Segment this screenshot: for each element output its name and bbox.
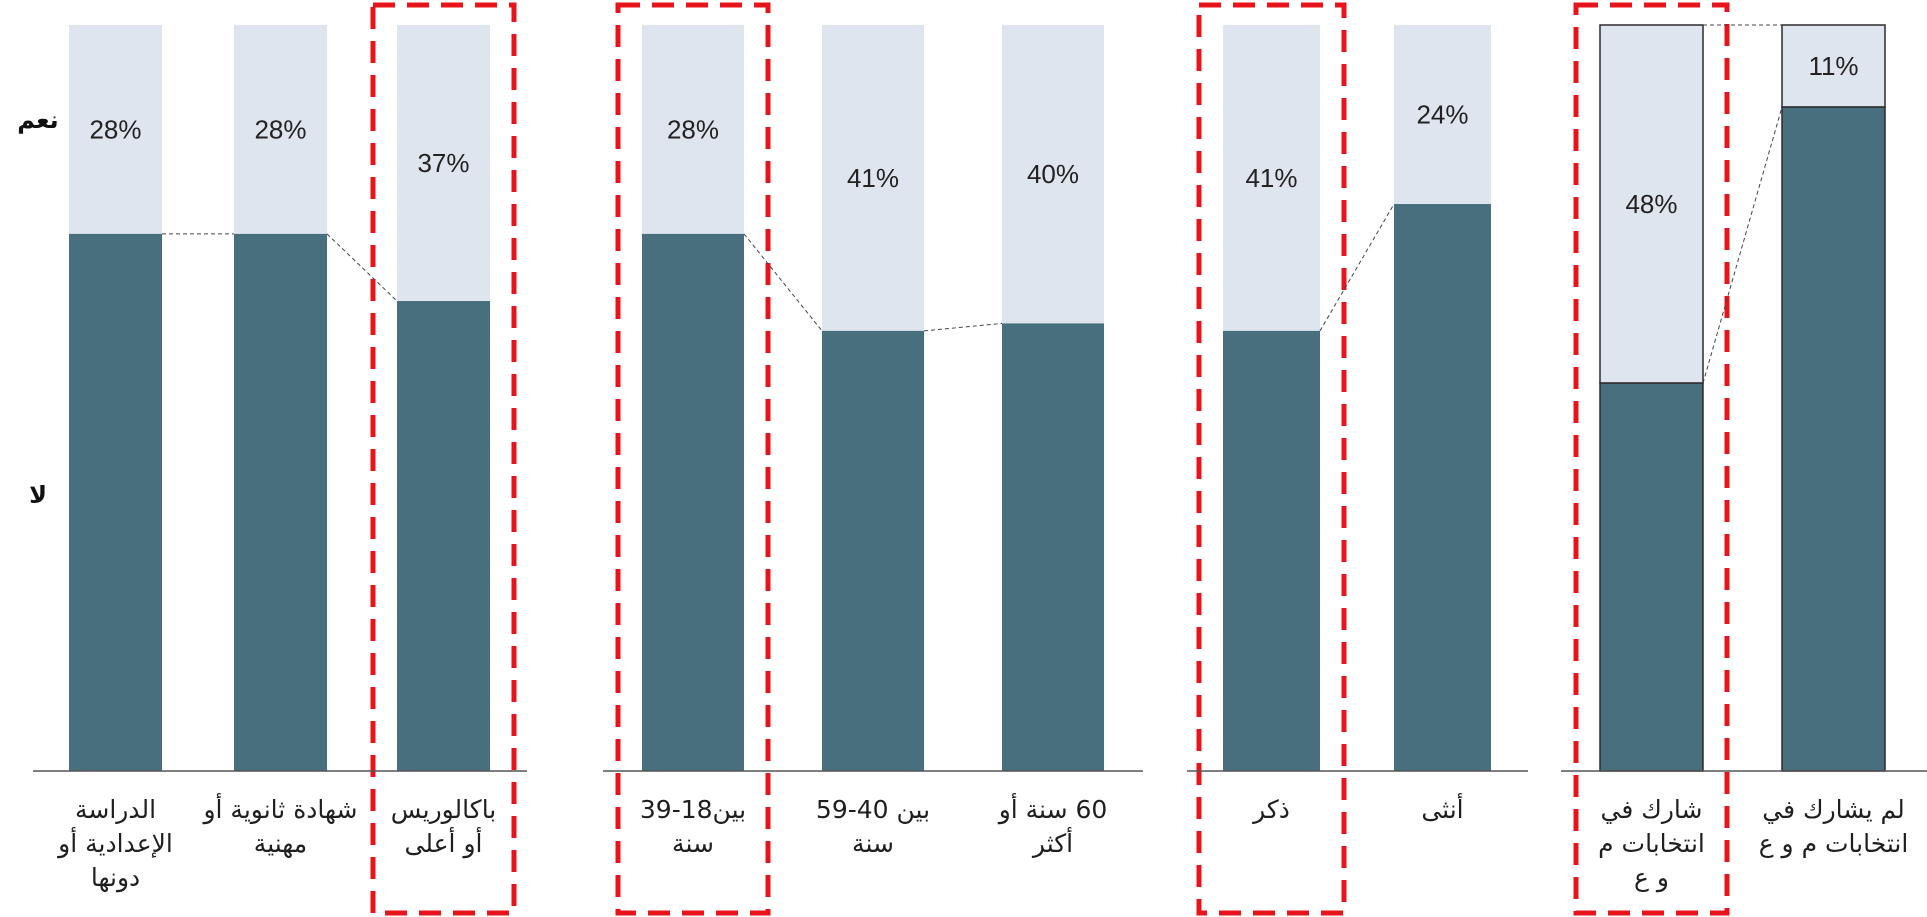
bar-segment-no xyxy=(1599,382,1704,772)
highlight-box xyxy=(1196,2,1347,916)
category-label: و ع xyxy=(1634,863,1669,893)
connector-line xyxy=(326,233,398,302)
bar-segment-no xyxy=(1781,106,1886,772)
bar-segment-no xyxy=(642,233,744,771)
bar-segment-no xyxy=(1394,204,1491,772)
category-label: الدراسة xyxy=(75,795,156,824)
highlight-box xyxy=(1573,2,1730,916)
connector-line xyxy=(923,322,1003,332)
category-label: 60 سنة أو xyxy=(997,792,1108,825)
data-label: 37% xyxy=(417,148,469,178)
y-label-no: لا xyxy=(29,481,47,509)
category-label: لم يشارك في xyxy=(1762,795,1905,825)
highlight-box xyxy=(615,2,771,916)
data-label: 40% xyxy=(1027,159,1079,189)
bar-segment-yes xyxy=(1223,25,1320,331)
bar-segment-yes xyxy=(642,25,744,234)
data-label: 11% xyxy=(1808,51,1858,81)
bar-group-4: 48% شارك في انتخابات م و ع 11% لم يشارك في انت… xyxy=(1561,2,1927,916)
category-label: مهنية xyxy=(254,829,307,859)
bar-segment-no xyxy=(1002,323,1104,771)
y-label-yes: نعم xyxy=(17,106,58,134)
category-label: أكثر xyxy=(1031,826,1073,858)
category-label: بين18-39 xyxy=(640,795,746,824)
bar-group-3: 41% ذكر 24% أنثى xyxy=(1187,2,1528,916)
category-label: دونها xyxy=(91,863,140,893)
bar-segment-yes xyxy=(1002,25,1104,324)
bar-segment-yes xyxy=(1394,25,1491,205)
data-label: 41% xyxy=(1245,163,1297,193)
data-label: 24% xyxy=(1416,100,1468,130)
connector-line xyxy=(1702,106,1783,384)
bar-segment-no xyxy=(1223,330,1320,771)
category-label: ذكر xyxy=(1251,795,1290,824)
bar-segment-no xyxy=(397,301,490,771)
category-label: أنثى xyxy=(1421,792,1463,824)
bar-segment-yes xyxy=(69,25,162,234)
connector-line xyxy=(1319,203,1395,332)
data-label: 28% xyxy=(89,114,141,144)
data-label: 28% xyxy=(667,114,719,144)
category-label: انتخابات م و ع xyxy=(1759,829,1909,859)
category-label: الإعدادية أو xyxy=(56,826,173,859)
category-label: انتخابات م xyxy=(1598,829,1705,858)
bar-group-2: 28% بين18-39 سنة 41% بين 40-59 سنة 40% 60 سنة أ… xyxy=(603,2,1143,916)
connector-line xyxy=(743,233,823,332)
bar-segment-no xyxy=(234,233,327,771)
category-label: باكالوريس xyxy=(391,795,497,824)
bar-segment-yes xyxy=(1599,24,1704,384)
data-label: 28% xyxy=(254,114,306,144)
bar-segment-yes xyxy=(397,25,490,302)
category-label: شارك في xyxy=(1601,795,1703,824)
data-label: 48% xyxy=(1625,189,1677,219)
bar-segment-no xyxy=(69,233,162,771)
bar-segment-no xyxy=(822,330,924,771)
category-label: بين 40-59 xyxy=(816,795,930,824)
highlight-box xyxy=(370,2,517,916)
bar-segment-yes xyxy=(1781,24,1886,108)
category-label: سنة xyxy=(852,829,894,858)
data-label: 41% xyxy=(847,163,899,193)
category-label: أو أعلى xyxy=(405,826,483,859)
bar-segment-yes xyxy=(822,25,924,331)
bar-segment-yes xyxy=(234,25,327,234)
category-label: سنة xyxy=(672,829,714,858)
category-label: شهادة ثانوية أو xyxy=(201,792,357,825)
